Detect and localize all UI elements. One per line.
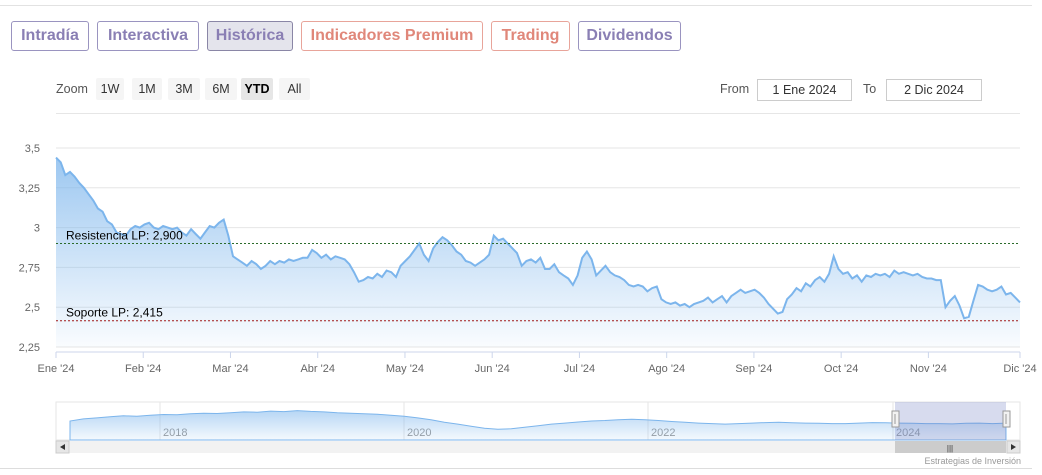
tab-intradia[interactable]: Intradía — [11, 21, 89, 51]
support-label: Soporte LP: 2,415 — [66, 306, 163, 320]
tab-interactiva[interactable]: Interactiva — [97, 21, 199, 51]
x-tick-label: Dic '24 — [1003, 363, 1036, 375]
scrollbar-thumb[interactable] — [895, 441, 1006, 453]
scroll-right-arrow-icon — [1011, 444, 1016, 450]
x-tick-label: Sep '24 — [735, 363, 772, 375]
credit-text: Estrategias de Inversión — [924, 456, 1021, 466]
x-tick-label: Jul '24 — [564, 363, 595, 375]
y-tick-label: 3 — [34, 223, 40, 235]
tab-historica[interactable]: Histórica — [207, 21, 293, 51]
x-tick-label: Nov '24 — [910, 363, 947, 375]
zoom-1m-button[interactable]: 1M — [132, 78, 162, 100]
zoom-label: Zoom — [56, 82, 88, 96]
y-axis-labels: 3,5 3,25 3 2,75 2,5 2,25 — [19, 143, 40, 354]
x-tick-label: Oct '24 — [824, 363, 859, 375]
scroll-left-arrow-icon — [60, 444, 65, 450]
y-tick-label: 3,5 — [25, 143, 40, 155]
zoom-all-button[interactable]: All — [279, 78, 310, 100]
x-tick-label: Feb '24 — [125, 363, 161, 375]
x-tick-label: Jun '24 — [475, 363, 510, 375]
price-line — [55, 156, 1021, 320]
x-tick-label: May '24 — [386, 363, 424, 375]
toolbar-divider — [56, 113, 1020, 114]
y-tick-label: 3,25 — [19, 183, 40, 195]
range-to-label: To — [863, 82, 877, 96]
range-from-label: From — [720, 82, 750, 96]
navigator[interactable]: 2018202020222024 — [55, 401, 1021, 441]
zoom-ytd-button[interactable]: YTD — [241, 78, 273, 100]
navigator-area — [69, 410, 1007, 441]
x-tick-label: Abr '24 — [300, 363, 335, 375]
tab-trading[interactable]: Trading — [491, 21, 570, 51]
x-axis-ticks: Ene '24 Feb '24 Mar '24 Abr '24 May '24 Jun '… — [38, 352, 1037, 375]
bottom-divider — [0, 468, 1032, 469]
price-area — [56, 157, 1020, 347]
x-tick-label: Ene '24 — [38, 363, 75, 375]
x-tick-label: Ago '24 — [648, 363, 685, 375]
top-divider — [0, 5, 1032, 6]
resistance-label: Resistencia LP: 2,900 — [66, 229, 183, 243]
zoom-1w-button[interactable]: 1W — [96, 78, 124, 100]
zoom-6m-button[interactable]: 6M — [205, 78, 237, 100]
tab-dividendos[interactable]: Dividendos — [578, 21, 681, 51]
x-tick-label: Mar '24 — [212, 363, 248, 375]
y-tick-label: 2,75 — [19, 262, 40, 274]
scrollbar-grip-icon: ||| — [947, 444, 953, 453]
y-tick-label: 2,5 — [25, 302, 40, 314]
navigator-selection[interactable] — [895, 402, 1006, 440]
zoom-3m-button[interactable]: 3M — [168, 78, 200, 100]
range-from-input[interactable]: 1 Ene 2024 — [757, 79, 852, 101]
scrollbar[interactable]: ||| — [55, 440, 1021, 454]
y-tick-label: 2,25 — [19, 342, 40, 354]
tab-indicadores-premium[interactable]: Indicadores Premium — [301, 21, 483, 51]
range-to-input[interactable]: 2 Dic 2024 — [886, 79, 982, 101]
scrollbar-track[interactable] — [56, 441, 1020, 453]
